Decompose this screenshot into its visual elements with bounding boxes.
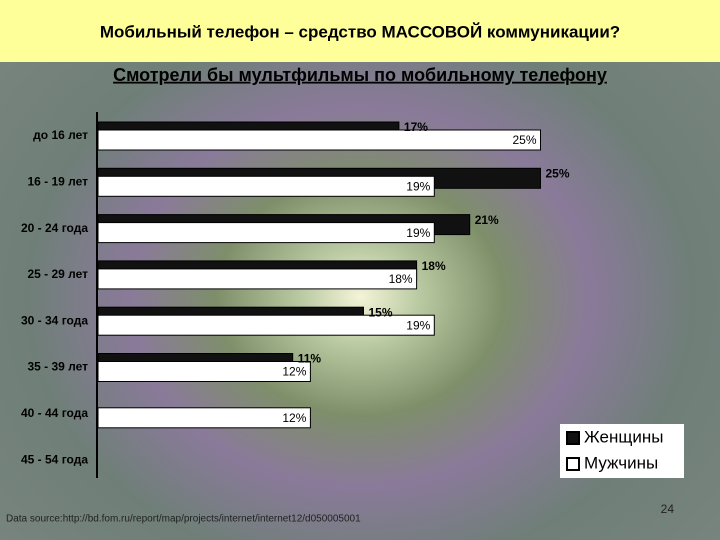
value-label-women: 21% bbox=[475, 213, 499, 227]
bar-men bbox=[97, 129, 541, 151]
category-label: 16 - 19 лет bbox=[27, 174, 88, 188]
value-label-men: 19% bbox=[406, 179, 430, 193]
value-label-men: 25% bbox=[512, 133, 536, 147]
value-label-women: 18% bbox=[422, 259, 446, 273]
legend-box bbox=[560, 424, 684, 478]
chart-title: Смотрели бы мультфильмы по мобильному те… bbox=[113, 65, 607, 85]
value-label-women: 17% bbox=[404, 120, 428, 134]
value-label-women: 11% bbox=[298, 352, 322, 366]
bar-men bbox=[97, 175, 435, 197]
bar-men bbox=[97, 407, 311, 429]
page-number: 24 bbox=[661, 502, 675, 516]
value-label-men: 19% bbox=[406, 226, 430, 240]
legend-swatch bbox=[566, 457, 580, 471]
category-label: 20 - 24 года bbox=[21, 221, 88, 235]
category-label: 30 - 34 года bbox=[21, 313, 88, 327]
bar-men bbox=[97, 314, 435, 336]
legend-label: Женщины bbox=[584, 427, 663, 446]
category-label: до 16 лет bbox=[33, 128, 88, 142]
legend-label: Мужчины bbox=[584, 453, 658, 472]
header-band bbox=[0, 0, 720, 62]
header-title: Мобильный телефон – средство МАССОВОЙ ко… bbox=[100, 22, 620, 41]
category-label: 40 - 44 года bbox=[21, 406, 88, 420]
bar-men bbox=[97, 222, 435, 244]
bar-men bbox=[97, 268, 418, 290]
value-label-men: 12% bbox=[282, 365, 306, 379]
bar-men bbox=[97, 361, 311, 382]
value-label-women: 15% bbox=[369, 305, 393, 319]
data-source: Data source:http://bd.fom.ru/report/map/… bbox=[6, 514, 361, 525]
value-label-women: 25% bbox=[546, 166, 570, 180]
value-label-men: 19% bbox=[406, 318, 430, 332]
legend-swatch bbox=[566, 431, 580, 445]
category-label: 35 - 39 лет bbox=[27, 360, 88, 374]
value-label-men: 18% bbox=[389, 272, 413, 286]
value-label-men: 12% bbox=[282, 411, 306, 425]
category-label: 45 - 54 года bbox=[21, 452, 88, 466]
category-label: 25 - 29 лет bbox=[27, 267, 88, 281]
